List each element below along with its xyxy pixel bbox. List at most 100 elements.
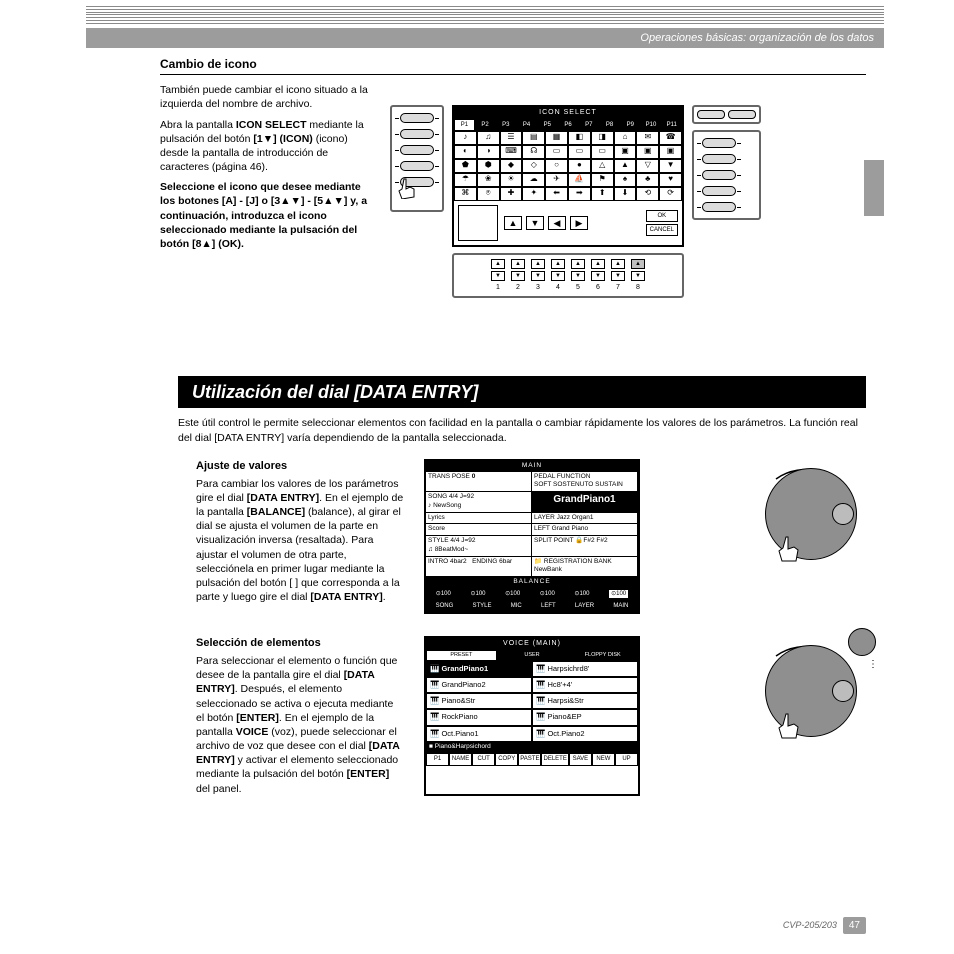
left-button-column — [400, 113, 434, 187]
icon-cell[interactable]: ☀ — [500, 173, 523, 187]
arrow-right-button[interactable]: ▶ — [570, 216, 588, 230]
icon-cell[interactable]: ☁ — [522, 173, 545, 187]
lcd-title: ICON SELECT — [454, 107, 682, 118]
icon-cell[interactable]: ✦ — [522, 187, 545, 201]
voice-item[interactable]: 🎹 Piano&Str — [426, 693, 532, 709]
breadcrumb: Operaciones básicas: organización de los… — [86, 28, 884, 48]
icon-cell[interactable]: ⬟ — [454, 159, 477, 173]
icon-section-text: También puede cambiar el icono situado a… — [160, 77, 370, 298]
num-button-3[interactable]: ▲▼3 — [531, 259, 545, 292]
panel-button-g[interactable] — [702, 154, 736, 164]
icon-cell[interactable]: ⬆ — [591, 187, 614, 201]
tab-preset[interactable]: PRESET — [426, 650, 497, 661]
voice-item[interactable]: 🎹 GrandPiano1 — [426, 661, 532, 677]
icon-cell[interactable]: ❀ — [477, 173, 500, 187]
voice-item[interactable]: 🎹 Oct.Piano2 — [532, 726, 638, 742]
icon-cell[interactable]: ⚑ — [591, 173, 614, 187]
icon-cell[interactable]: ♥ — [659, 173, 682, 187]
icon-cell[interactable]: ▼ — [659, 159, 682, 173]
icon-cell[interactable]: ▲ — [614, 159, 637, 173]
icon-cell[interactable]: ⌘ — [454, 187, 477, 201]
icon-cell[interactable]: ▦ — [545, 131, 568, 145]
icon-cell[interactable]: ▣ — [659, 145, 682, 159]
icon-cell[interactable]: ⬇ — [614, 187, 637, 201]
icon-cell[interactable]: ✈ — [545, 173, 568, 187]
icon-cell[interactable]: ⌂ — [614, 131, 637, 145]
panel-button-h[interactable] — [702, 170, 736, 180]
cancel-button[interactable]: CANCEL — [646, 224, 678, 236]
icon-cell[interactable]: ◨ — [591, 131, 614, 145]
icon-cell[interactable]: ◑ — [477, 145, 500, 159]
panel-button-c[interactable] — [400, 145, 434, 155]
voice-item[interactable]: 🎹 Hc8'+4' — [532, 677, 638, 693]
icon-cell[interactable]: ✚ — [500, 187, 523, 201]
icon-cell[interactable]: ⬢ — [477, 159, 500, 173]
icon-cell[interactable]: ⛵ — [568, 173, 591, 187]
panel-button-a[interactable] — [400, 113, 434, 123]
panel-button[interactable] — [728, 110, 756, 119]
arrow-left-button[interactable]: ◀ — [548, 216, 566, 230]
icon-cell[interactable]: ○ — [545, 159, 568, 173]
panel-button-f[interactable] — [702, 138, 736, 148]
panel-button-j[interactable] — [702, 202, 736, 212]
icon-cell[interactable]: ♠ — [614, 173, 637, 187]
page-top-rule — [86, 6, 884, 24]
panel-button-d[interactable] — [400, 161, 434, 171]
ok-button[interactable]: OK — [646, 210, 678, 222]
icon-cell[interactable]: ▭ — [591, 145, 614, 159]
num-button-4[interactable]: ▲▼4 — [551, 259, 565, 292]
icon-cell[interactable]: ▽ — [636, 159, 659, 173]
num-button-6[interactable]: ▲▼6 — [591, 259, 605, 292]
icon-cell[interactable]: ⬅ — [545, 187, 568, 201]
icon-cell[interactable]: ♪ — [454, 131, 477, 145]
icon-cell[interactable]: ◆ — [500, 159, 523, 173]
icon-cell[interactable]: ◐ — [454, 145, 477, 159]
icon-cell[interactable]: ▣ — [614, 145, 637, 159]
panel-button-b[interactable] — [400, 129, 434, 139]
icon-cell[interactable]: ⍟ — [477, 187, 500, 201]
icon-cell[interactable]: ⌨ — [500, 145, 523, 159]
num-button-1[interactable]: ▲▼1 — [491, 259, 505, 292]
arrow-up-button[interactable]: ▲ — [504, 216, 522, 230]
icon-cell[interactable]: ⟲ — [636, 187, 659, 201]
enter-button[interactable] — [848, 628, 876, 656]
num-button-7[interactable]: ▲▼7 — [611, 259, 625, 292]
icon-cell[interactable]: ◧ — [568, 131, 591, 145]
voice-item[interactable]: 🎹 Piano&EP — [532, 709, 638, 725]
section-banner-data-entry: Utilización del dial [DATA ENTRY] — [178, 376, 866, 408]
icon-cell[interactable]: ☊ — [522, 145, 545, 159]
icon-cell[interactable]: ▭ — [568, 145, 591, 159]
icon-cell[interactable]: ☎ — [659, 131, 682, 145]
icon-cell[interactable]: ▣ — [636, 145, 659, 159]
icon-cell[interactable]: ◇ — [522, 159, 545, 173]
icon-cell[interactable]: ✉ — [636, 131, 659, 145]
data-entry-dial-1[interactable] — [756, 459, 866, 569]
icon-cell[interactable]: ♣ — [636, 173, 659, 187]
icon-cell[interactable]: ➡ — [568, 187, 591, 201]
num-button-5[interactable]: ▲▼5 — [571, 259, 585, 292]
icon-cell[interactable]: ● — [568, 159, 591, 173]
balance-values: ⊙100⊙100⊙100⊙100⊙100⊙100 — [426, 588, 638, 600]
voice-item[interactable]: 🎹 Harpsichrd8' — [532, 661, 638, 677]
voice-item[interactable]: 🎹 Harpsi&Str — [532, 693, 638, 709]
voice-item[interactable]: 🎹 RockPiano — [426, 709, 532, 725]
icon-cell[interactable]: ⟳ — [659, 187, 682, 201]
num-button-2[interactable]: ▲▼2 — [511, 259, 525, 292]
voice-item[interactable]: 🎹 GrandPiano2 — [426, 677, 532, 693]
icon-cell[interactable]: ♫ — [477, 131, 500, 145]
icon-cell[interactable]: ☰ — [500, 131, 523, 145]
arrow-down-button[interactable]: ▼ — [526, 216, 544, 230]
voice-item[interactable]: 🎹 Oct.Piano1 — [426, 726, 532, 742]
ajuste-title: Ajuste de valores — [196, 459, 404, 474]
icon-cell[interactable]: ▭ — [545, 145, 568, 159]
tab-user[interactable]: USER — [497, 650, 568, 661]
panel-button[interactable] — [697, 110, 725, 119]
data-entry-dial-2[interactable]: ⋮ — [756, 636, 866, 746]
icon-cell[interactable]: ☂ — [454, 173, 477, 187]
icon-cell[interactable]: ▤ — [522, 131, 545, 145]
panel-button-i[interactable] — [702, 186, 736, 196]
icon-cell[interactable]: △ — [591, 159, 614, 173]
num-button-8[interactable]: ▲▼8 — [631, 259, 645, 292]
tab-floppy[interactable]: FLOPPY DISK — [567, 650, 638, 661]
lcd-voice-title: VOICE (MAIN) — [426, 638, 638, 649]
